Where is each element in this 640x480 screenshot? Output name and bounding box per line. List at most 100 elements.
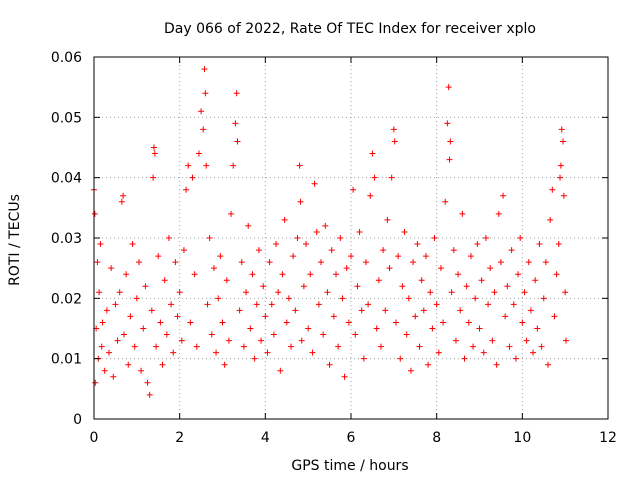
data-point [120, 192, 127, 199]
data-point [360, 355, 367, 362]
data-point [440, 319, 447, 326]
data-point [527, 307, 534, 314]
data-point [187, 319, 194, 326]
data-point [144, 379, 151, 386]
data-point [203, 162, 210, 169]
data-point [382, 307, 389, 314]
data-point [403, 331, 410, 338]
data-point [399, 283, 406, 290]
data-point [294, 235, 301, 241]
data-point [558, 126, 565, 133]
data-point [129, 241, 136, 248]
data-point [445, 84, 452, 91]
y-tick-label: 0.01 [51, 352, 82, 368]
data-point [534, 325, 541, 332]
data-point [463, 283, 470, 290]
data-point [268, 301, 275, 308]
data-point [217, 253, 224, 260]
data-point [155, 253, 162, 260]
data-point [97, 241, 104, 248]
x-tick-label: 8 [432, 430, 441, 446]
data-point [362, 259, 369, 266]
data-point [354, 283, 361, 290]
data-point [386, 265, 393, 272]
data-point [292, 307, 299, 314]
data-point [465, 319, 472, 326]
data-point [506, 343, 513, 350]
data-point [300, 283, 307, 290]
data-point [112, 301, 119, 308]
data-point [326, 361, 333, 368]
data-point [142, 283, 149, 290]
data-point [405, 295, 412, 302]
data-point [234, 138, 241, 145]
data-point [358, 307, 365, 314]
data-point [202, 90, 209, 97]
data-point [322, 222, 329, 229]
data-point [238, 259, 245, 266]
data-point [557, 162, 564, 169]
data-point [157, 319, 164, 326]
data-point [502, 313, 509, 320]
data-point [497, 259, 504, 266]
data-point [180, 247, 187, 254]
x-tick-label: 0 [90, 430, 99, 446]
data-point [110, 373, 117, 380]
data-point [275, 289, 282, 296]
data-point [448, 289, 455, 296]
y-tick-label: 0.03 [51, 231, 82, 247]
data-point [328, 247, 335, 254]
data-point [258, 337, 265, 344]
data-point [487, 265, 494, 272]
data-point [225, 337, 232, 344]
data-point [161, 277, 168, 284]
data-point [457, 307, 464, 314]
data-point [208, 331, 215, 338]
data-point [442, 198, 449, 205]
data-point [178, 337, 185, 344]
data-point [120, 331, 127, 338]
data-point [348, 253, 354, 260]
data-point [510, 301, 517, 308]
data-point [210, 265, 217, 272]
data-point [148, 307, 155, 314]
data-point [221, 361, 228, 368]
data-point [427, 289, 434, 296]
data-point [345, 319, 352, 326]
data-point [247, 325, 254, 332]
data-point [532, 277, 539, 284]
data-point [311, 180, 318, 187]
data-point [253, 301, 260, 308]
data-point [504, 283, 511, 290]
x-tick-label: 10 [513, 430, 531, 446]
data-point [99, 319, 106, 326]
data-point [174, 313, 181, 320]
data-point [560, 138, 567, 145]
data-point [500, 192, 507, 199]
data-point [337, 235, 344, 241]
data-point [127, 313, 134, 320]
data-point [170, 349, 177, 356]
x-axis-label: GPS time / hours [291, 458, 408, 474]
data-point [401, 228, 408, 235]
data-point [433, 301, 440, 308]
data-point [118, 198, 125, 205]
data-point [467, 253, 474, 260]
x-tick-label: 2 [175, 430, 184, 446]
data-point [414, 241, 421, 248]
data-point [377, 343, 384, 350]
data-point [283, 319, 290, 326]
data-point [519, 319, 526, 326]
data-point [303, 241, 310, 248]
data-point [183, 186, 190, 193]
data-point [335, 343, 342, 350]
data-point [562, 289, 569, 296]
data-point [375, 277, 382, 284]
data-point [390, 126, 397, 133]
data-point [429, 325, 436, 332]
data-point [538, 343, 545, 350]
data-point [407, 367, 414, 374]
data-point [410, 259, 417, 266]
data-point [422, 253, 429, 260]
